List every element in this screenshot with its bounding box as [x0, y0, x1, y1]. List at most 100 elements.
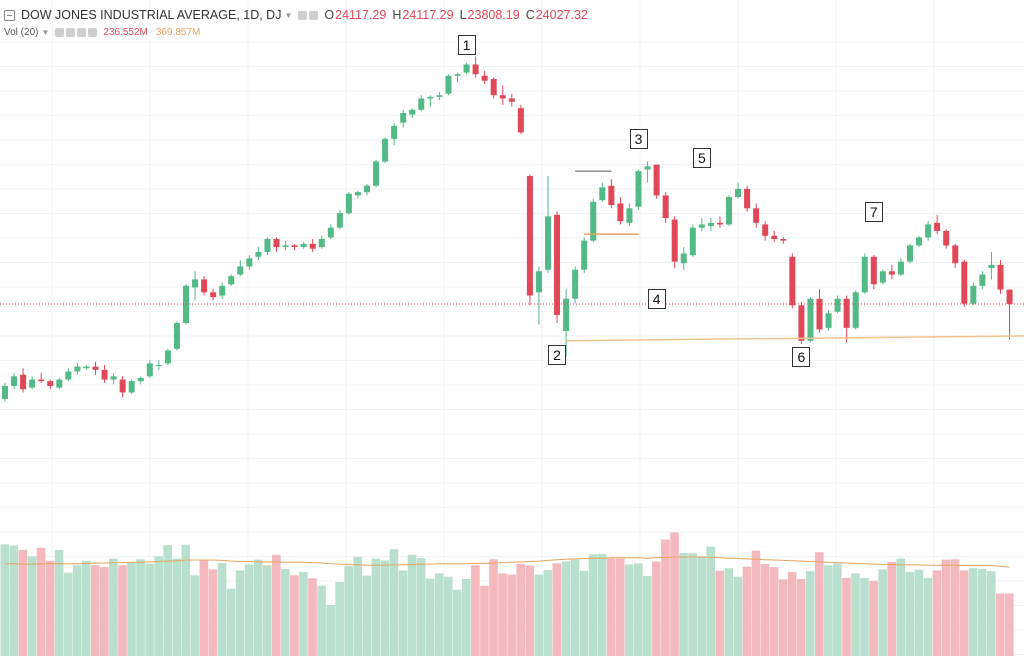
candle-body	[400, 113, 407, 123]
volume-bar	[371, 558, 381, 656]
volume-bar	[805, 571, 815, 656]
annotation-5[interactable]: 5	[692, 148, 711, 169]
ohlc-high-value: 24117.29	[402, 8, 454, 22]
annotation-2[interactable]: 2	[548, 345, 567, 366]
volume-bar	[986, 571, 996, 656]
candle-body	[445, 75, 452, 94]
ohlc-open-value: 24117.29	[335, 8, 387, 22]
volume-bar	[18, 549, 28, 656]
candle-body	[626, 208, 633, 223]
candle-body	[970, 285, 977, 304]
candle-body	[345, 193, 352, 214]
candle-body	[526, 176, 533, 296]
candle-body	[716, 222, 723, 225]
volume-bar	[724, 568, 734, 656]
collapse-icon[interactable]	[4, 9, 15, 21]
volume-bar	[905, 571, 915, 656]
volume-bar	[833, 563, 842, 656]
annotation-6[interactable]: 6	[792, 346, 811, 367]
hide-icon[interactable]	[309, 10, 319, 20]
volume-bar	[100, 567, 109, 656]
candle-body	[282, 245, 289, 248]
volume-ma-polyline	[5, 556, 1010, 568]
volume-bar	[634, 563, 643, 656]
symbol-title[interactable]: DOW JONES INDUSTRIAL AVERAGE, 1D, DJ	[21, 8, 282, 22]
candle-body	[807, 298, 814, 341]
candle-body	[463, 64, 470, 73]
candle-body	[825, 313, 832, 328]
candle-body	[382, 138, 389, 162]
volume-bar	[272, 554, 281, 656]
volume-bar	[118, 565, 127, 656]
ohlc-high-key: H	[392, 8, 402, 22]
candle-body	[201, 279, 208, 293]
candle-body	[988, 264, 995, 269]
volume-bar	[462, 578, 471, 656]
candle-body	[934, 222, 941, 231]
volume-bar	[217, 563, 227, 656]
candle-body	[635, 171, 642, 207]
volume-bar	[362, 575, 372, 656]
candle-body	[608, 185, 615, 206]
volume-bar	[824, 565, 833, 656]
volume-bar	[326, 605, 335, 656]
volume-bar	[498, 573, 507, 656]
volume-bar	[253, 559, 263, 656]
volume-bar	[163, 545, 172, 656]
candle-body	[834, 298, 841, 312]
settings-icon[interactable]	[55, 27, 65, 37]
volume-bar	[878, 569, 887, 656]
volume-bar	[760, 564, 770, 656]
volume-bar	[887, 561, 896, 656]
candle-body	[364, 185, 370, 193]
candle-body	[418, 98, 425, 110]
candle-body	[698, 224, 705, 228]
annotation-3[interactable]: 3	[629, 128, 648, 149]
volume-bar	[226, 588, 236, 656]
volume-bar	[959, 570, 969, 656]
annotation-7[interactable]: 7	[864, 201, 883, 222]
volume-bar	[923, 577, 933, 656]
volume-bar	[154, 556, 163, 656]
volume-bar	[145, 563, 154, 656]
settings-icon[interactable]	[298, 10, 308, 20]
eye-icon[interactable]	[66, 27, 76, 37]
volume-bar	[262, 565, 272, 656]
candle-body	[816, 298, 823, 330]
chevron-down-icon[interactable]: ▼	[41, 27, 50, 37]
volume-bar	[127, 562, 136, 656]
chevron-down-icon[interactable]: ▼	[284, 10, 293, 20]
volume-bar	[652, 561, 661, 656]
volume-bar	[72, 565, 82, 656]
chart-header: DOW JONES INDUSTRIAL AVERAGE, 1D, DJ ▼ O…	[4, 6, 594, 24]
candle-body	[146, 363, 153, 377]
candle-body	[155, 365, 162, 366]
candle-body	[961, 261, 968, 304]
candle-body	[164, 350, 171, 364]
volume-bar	[869, 580, 878, 656]
annotation-4[interactable]: 4	[647, 288, 666, 309]
candle-body	[119, 379, 126, 393]
volume-bar	[0, 544, 10, 656]
volume-bar	[896, 558, 906, 656]
candle-body	[916, 237, 923, 246]
candle-body	[409, 109, 416, 115]
annotation-1[interactable]: 1	[457, 35, 476, 56]
volume-bar	[996, 593, 1005, 656]
candle-body	[264, 239, 271, 252]
volume-bar	[453, 589, 462, 656]
volume-bar	[697, 556, 706, 656]
candle-body	[56, 379, 63, 388]
candle-body	[798, 305, 805, 341]
volume-label[interactable]: Vol (20)	[4, 26, 39, 38]
ohlc-close-key: C	[525, 8, 535, 22]
volume-bar	[842, 577, 851, 656]
candle-body	[554, 214, 561, 315]
candle-body	[952, 245, 959, 264]
candle-body	[29, 379, 36, 388]
close-icon[interactable]	[88, 27, 98, 37]
plus-icon[interactable]	[77, 27, 87, 37]
volume-bar	[715, 570, 725, 656]
candle-body	[472, 64, 479, 75]
